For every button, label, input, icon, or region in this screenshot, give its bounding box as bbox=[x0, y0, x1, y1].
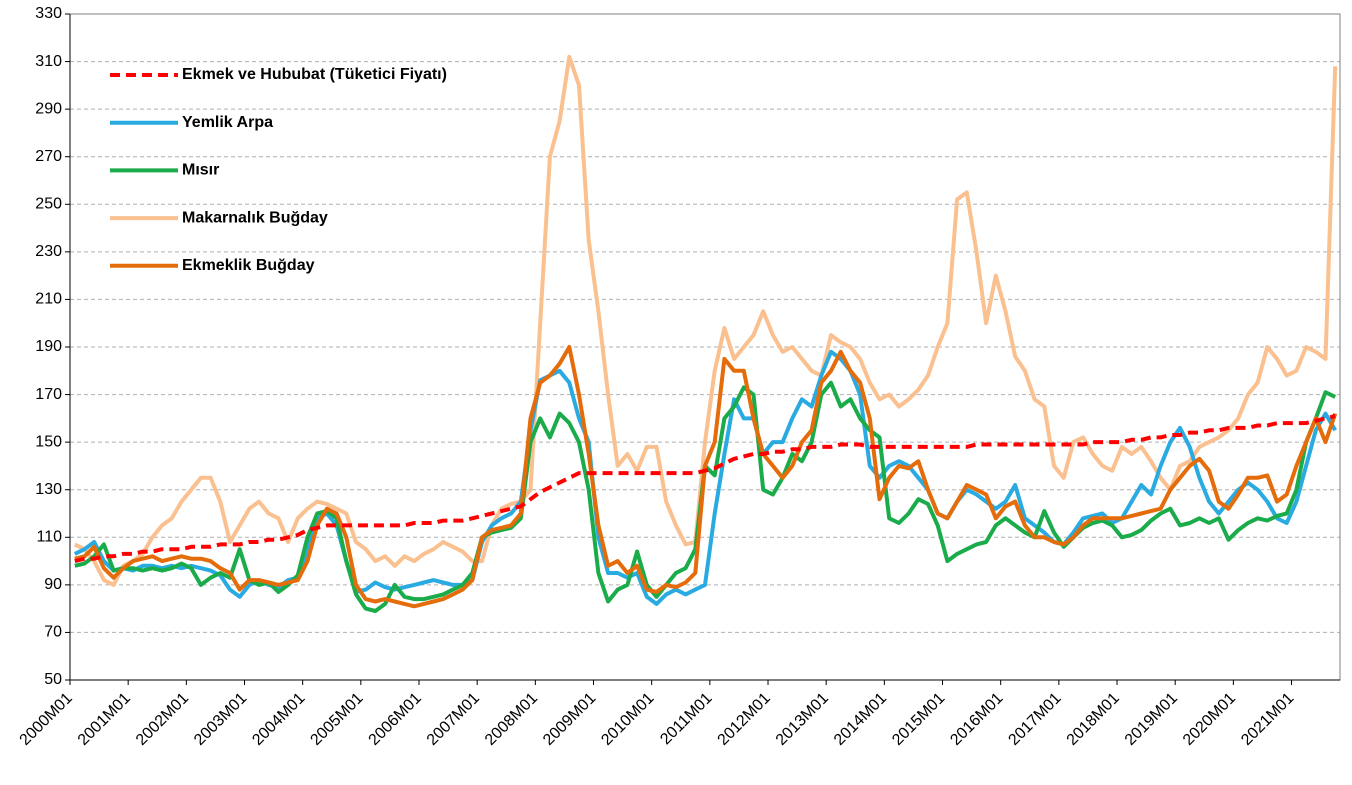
y-tick-label: 230 bbox=[35, 243, 62, 260]
x-tick-label: 2014M01 bbox=[831, 690, 890, 749]
x-tick-label: 2009M01 bbox=[540, 690, 599, 749]
x-tick-label: 2006M01 bbox=[366, 690, 425, 749]
y-tick-label: 190 bbox=[35, 338, 62, 355]
legend-label: Makarnalık Buğday bbox=[182, 209, 328, 226]
y-tick-label: 170 bbox=[35, 386, 62, 403]
x-tick-label: 2000M01 bbox=[17, 690, 76, 749]
x-tick-label: 2021M01 bbox=[1238, 690, 1297, 749]
series-line bbox=[74, 414, 1336, 564]
x-tick-label: 2019M01 bbox=[1122, 690, 1181, 749]
series-line bbox=[74, 345, 1338, 609]
y-tick-label: 90 bbox=[44, 576, 62, 593]
y-tick-label: 290 bbox=[35, 100, 62, 117]
x-tick-label: 2015M01 bbox=[889, 690, 948, 749]
x-tick-label: 2012M01 bbox=[715, 690, 774, 749]
x-tick-label: 2013M01 bbox=[773, 690, 832, 749]
y-tick-label: 70 bbox=[44, 624, 62, 641]
y-tick-label: 50 bbox=[44, 671, 62, 688]
x-tick-label: 2011M01 bbox=[657, 690, 715, 748]
legend-label: Ekmeklik Buğday bbox=[182, 257, 315, 274]
x-tick-label: 2005M01 bbox=[307, 690, 366, 749]
x-tick-label: 2004M01 bbox=[249, 690, 308, 749]
x-tick-label: 2018M01 bbox=[1064, 690, 1123, 749]
y-tick-label: 150 bbox=[35, 433, 62, 450]
x-tick-label: 2016M01 bbox=[947, 690, 1006, 749]
y-tick-label: 110 bbox=[36, 529, 62, 546]
y-tick-label: 130 bbox=[35, 481, 62, 498]
x-tick-label: 2010M01 bbox=[598, 690, 657, 749]
x-tick-label: 2017M01 bbox=[1005, 690, 1064, 749]
y-tick-label: 310 bbox=[35, 53, 62, 70]
x-tick-label: 2007M01 bbox=[424, 690, 483, 749]
x-tick-label: 2002M01 bbox=[133, 690, 192, 749]
y-tick-label: 270 bbox=[35, 148, 62, 165]
legend-label: Yemlik Arpa bbox=[182, 114, 273, 131]
legend-label: Ekmek ve Hububat (Tüketici Fiyatı) bbox=[182, 66, 447, 83]
series-line bbox=[73, 54, 1338, 587]
legend-label: Mısır bbox=[182, 162, 219, 179]
y-tick-label: 250 bbox=[35, 196, 62, 213]
y-tick-label: 210 bbox=[35, 291, 62, 308]
y-tick-label: 330 bbox=[35, 5, 62, 22]
x-tick-label: 2020M01 bbox=[1180, 690, 1239, 749]
x-tick-label: 2003M01 bbox=[191, 690, 250, 749]
x-tick-label: 2008M01 bbox=[482, 690, 541, 749]
x-tick-label: 2001M01 bbox=[75, 690, 134, 749]
